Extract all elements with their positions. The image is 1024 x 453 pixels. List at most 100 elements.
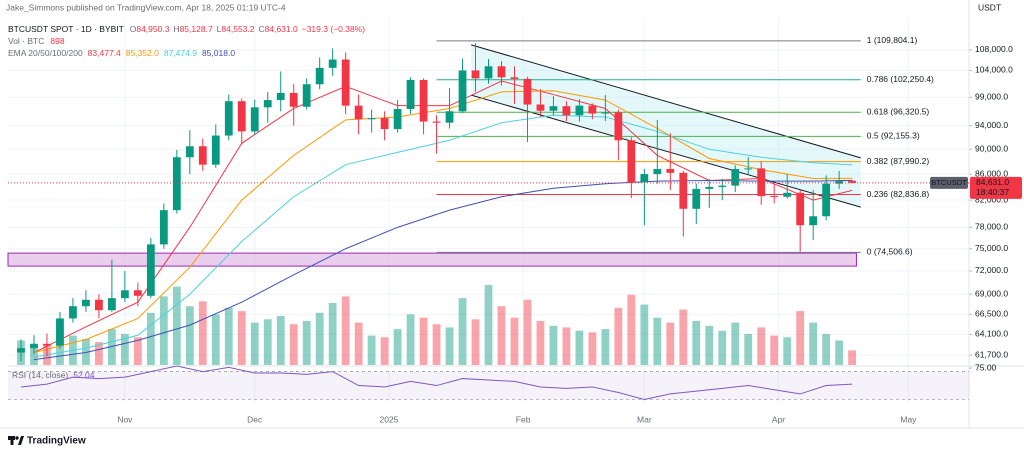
ema-value: 85,352.0 xyxy=(126,48,159,58)
volume-bar xyxy=(731,322,740,365)
candle-body xyxy=(549,106,558,111)
y-tick-label: 82,000.0 xyxy=(975,194,1008,204)
candle-body xyxy=(627,140,636,183)
volume-label: Vol · BTC xyxy=(8,36,44,46)
candle-body xyxy=(43,343,51,346)
y-tick-label: 75,000.0 xyxy=(975,243,1008,253)
candle-body xyxy=(237,101,246,132)
symbol-tag: BTCUSDT xyxy=(931,178,967,187)
candle-body xyxy=(770,196,779,198)
candle-body xyxy=(107,298,116,311)
logo-part xyxy=(18,436,24,445)
ohlc-value: 84,631.0 xyxy=(265,24,298,34)
candle-body xyxy=(796,192,805,226)
candle-body xyxy=(120,290,129,299)
ohlc-value: 84,950.3 xyxy=(136,24,169,34)
candle-body xyxy=(250,107,259,132)
volume-bar xyxy=(692,320,701,365)
candle-body xyxy=(523,78,532,105)
volume-bar xyxy=(289,324,298,365)
x-tick-label: 2025 xyxy=(379,414,398,424)
volume-bar xyxy=(30,343,38,365)
candle-body xyxy=(172,157,181,211)
countdown: 18:40:37 xyxy=(976,187,1009,197)
candle-body xyxy=(315,67,324,85)
footer-brand: TradingView xyxy=(27,436,86,447)
volume-bar xyxy=(705,325,714,365)
candle-body xyxy=(367,118,376,120)
volume-bar xyxy=(835,340,844,365)
candle-body xyxy=(302,84,311,107)
candle-body xyxy=(69,306,77,319)
symbol: BTCUSDT SPOT · 1D · BYBIT xyxy=(8,24,124,34)
volume-bar xyxy=(549,325,558,365)
volume-bar xyxy=(601,329,610,365)
candle-body xyxy=(289,92,298,107)
volume-bar xyxy=(276,316,285,365)
volume-bar xyxy=(95,342,103,365)
volume-bar xyxy=(744,333,753,365)
footer-logo xyxy=(8,436,24,445)
candle-body xyxy=(159,210,168,245)
logo-part xyxy=(15,436,19,440)
candle-body xyxy=(562,106,571,116)
ohlc-label: C xyxy=(259,24,265,34)
rsi-row: RSI (14, close) 52.04 xyxy=(12,370,95,380)
publisher: Jake_Simmons published on TradingView.co… xyxy=(6,2,286,12)
candle-body xyxy=(640,174,649,183)
candle-body xyxy=(445,111,454,123)
volume-bar xyxy=(822,333,831,365)
ohlc-value: 85,128.7 xyxy=(180,24,213,34)
volume-bar xyxy=(783,337,792,365)
volume-bar xyxy=(666,322,675,365)
symbol-tag-box xyxy=(930,176,968,189)
volume-bar xyxy=(523,299,532,365)
candle-body xyxy=(341,59,350,106)
candle-body xyxy=(679,172,688,209)
logo-part xyxy=(10,436,14,445)
ema-line xyxy=(33,114,853,358)
volume-bar xyxy=(133,337,142,365)
candle-body xyxy=(692,188,701,209)
channel-fill xyxy=(471,44,861,208)
volume-bar xyxy=(354,322,363,365)
y-tick-label: 78,000.0 xyxy=(975,222,1008,232)
support-zone xyxy=(7,252,857,267)
candle-body xyxy=(822,183,831,217)
volume-bar xyxy=(146,312,155,365)
volume-bar xyxy=(770,335,779,365)
x-tick-label: Apr xyxy=(772,414,785,424)
candle-body xyxy=(809,216,818,226)
x-tick-label: Mar xyxy=(637,414,652,424)
rsi-label: RSI (14, close) xyxy=(12,370,68,380)
volume-bar xyxy=(263,319,272,365)
volume-value: 898 xyxy=(50,36,64,46)
x-tick-label: Nov xyxy=(117,414,133,424)
y-tick-label: 108,000.0 xyxy=(975,44,1013,54)
candle-body xyxy=(380,118,389,130)
ohlc-label: O xyxy=(130,24,137,34)
y-tick-label: 90,000.0 xyxy=(975,144,1008,154)
candle-body xyxy=(471,70,480,79)
volume-bar xyxy=(172,286,181,365)
candle-body xyxy=(328,59,337,68)
candle-body xyxy=(30,343,38,349)
volume-bar xyxy=(627,294,636,365)
volume-bar xyxy=(796,311,805,365)
candle-body xyxy=(510,77,519,79)
volume-bar xyxy=(718,330,727,365)
candle-body xyxy=(354,105,363,120)
candle-body xyxy=(744,168,753,170)
volume-bar xyxy=(679,309,688,365)
candle-body xyxy=(198,146,207,165)
volume-bar xyxy=(510,317,519,365)
volume-bar xyxy=(341,296,350,365)
volume-bar xyxy=(56,332,64,365)
symbol-row: BTCUSDT SPOT · 1D · BYBIT O84,950.3 H85,12… xyxy=(8,24,365,34)
candle-body xyxy=(211,135,220,165)
volume-bar xyxy=(393,329,402,365)
candle-body xyxy=(848,180,857,183)
ema-value: 85,018.0 xyxy=(202,48,235,58)
candle-body xyxy=(185,146,194,158)
volume-bar xyxy=(237,311,246,365)
